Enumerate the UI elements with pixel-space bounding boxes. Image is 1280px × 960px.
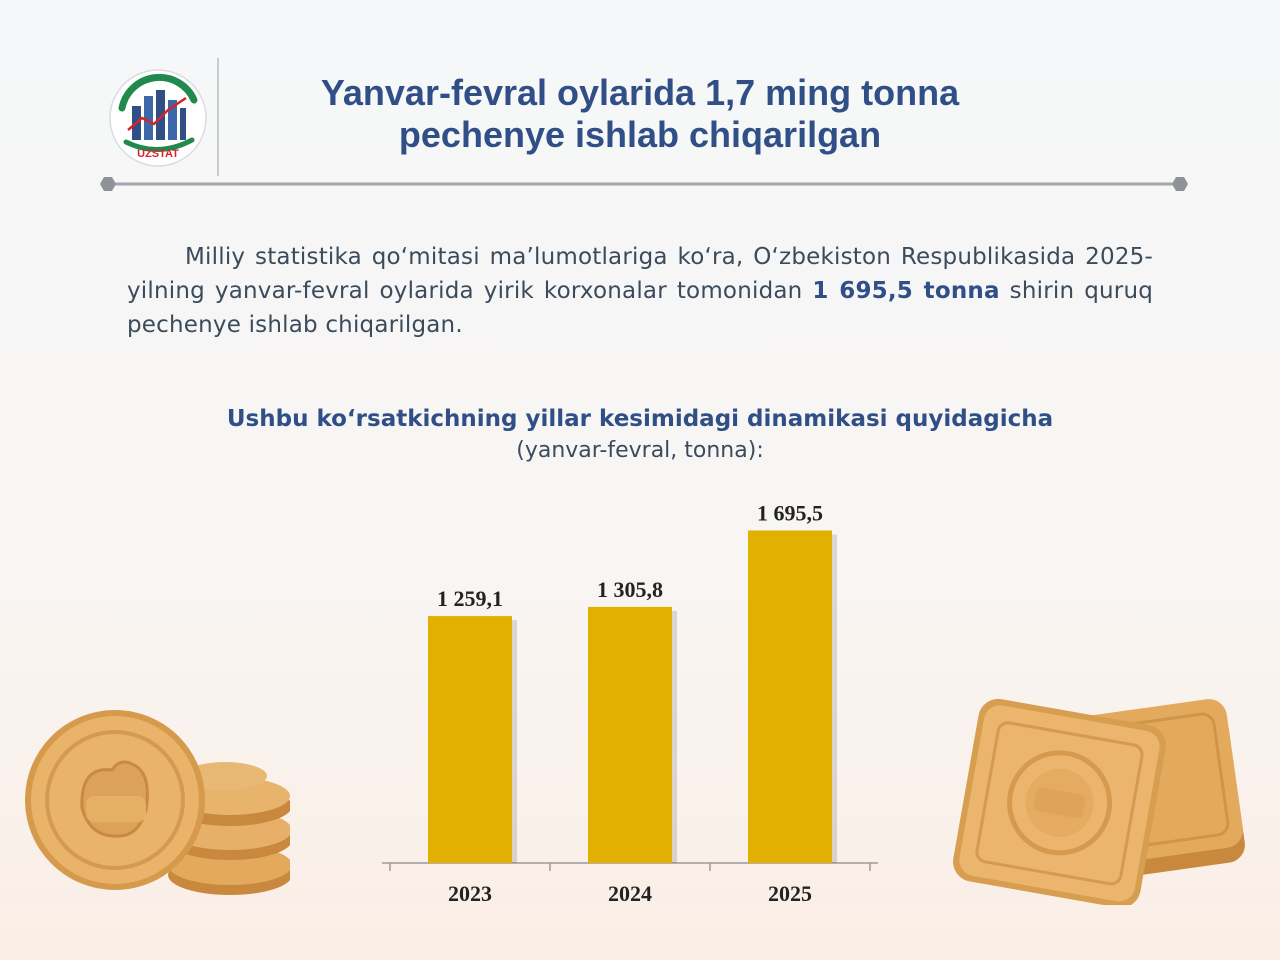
intro-paragraph: Milliy statistika qo‘mitasi ma’lumotlari… xyxy=(127,240,1153,342)
header-divider xyxy=(100,177,1188,191)
round-cookies-image xyxy=(25,710,290,895)
chart-title: Ushbu ko‘rsatkichning yillar kesimidagi … xyxy=(226,406,1054,432)
x-tick-label-2023: 2023 xyxy=(448,881,492,906)
data-label-2024: 1 305,8 xyxy=(597,577,663,602)
intro-text-end: shirin quruq pechenye ishlab chiqarilgan… xyxy=(127,278,1154,338)
x-tick-label-2025: 2025 xyxy=(768,881,812,906)
bar-2025 xyxy=(748,530,832,863)
x-tick-label-2024: 2024 xyxy=(608,881,652,906)
logo-text: UZSTAT xyxy=(137,148,179,160)
intro-highlight: 1 695,5 tonna xyxy=(812,278,1000,304)
bar-2024 xyxy=(588,606,672,863)
data-label-2023: 1 259,1 xyxy=(437,586,503,611)
intro-text: Milliy statistika qo‘mitasi ma’lumotlari… xyxy=(127,244,1153,304)
uzstat-logo: UZSTAT xyxy=(109,69,207,167)
square-cookies-image xyxy=(953,698,1245,905)
page-title: Yanvar-fevral oylarida 1,7 ming tonna pe… xyxy=(320,72,960,155)
logo-divider xyxy=(217,58,219,176)
bar-chart: 1 259,1 2023 1 305,8 2024 1 695,5 2025 xyxy=(382,500,878,906)
data-label-2025: 1 695,5 xyxy=(757,500,823,525)
chart-subtitle: (yanvar-fevral, tonna): xyxy=(516,438,764,463)
bar-2023 xyxy=(428,616,512,863)
